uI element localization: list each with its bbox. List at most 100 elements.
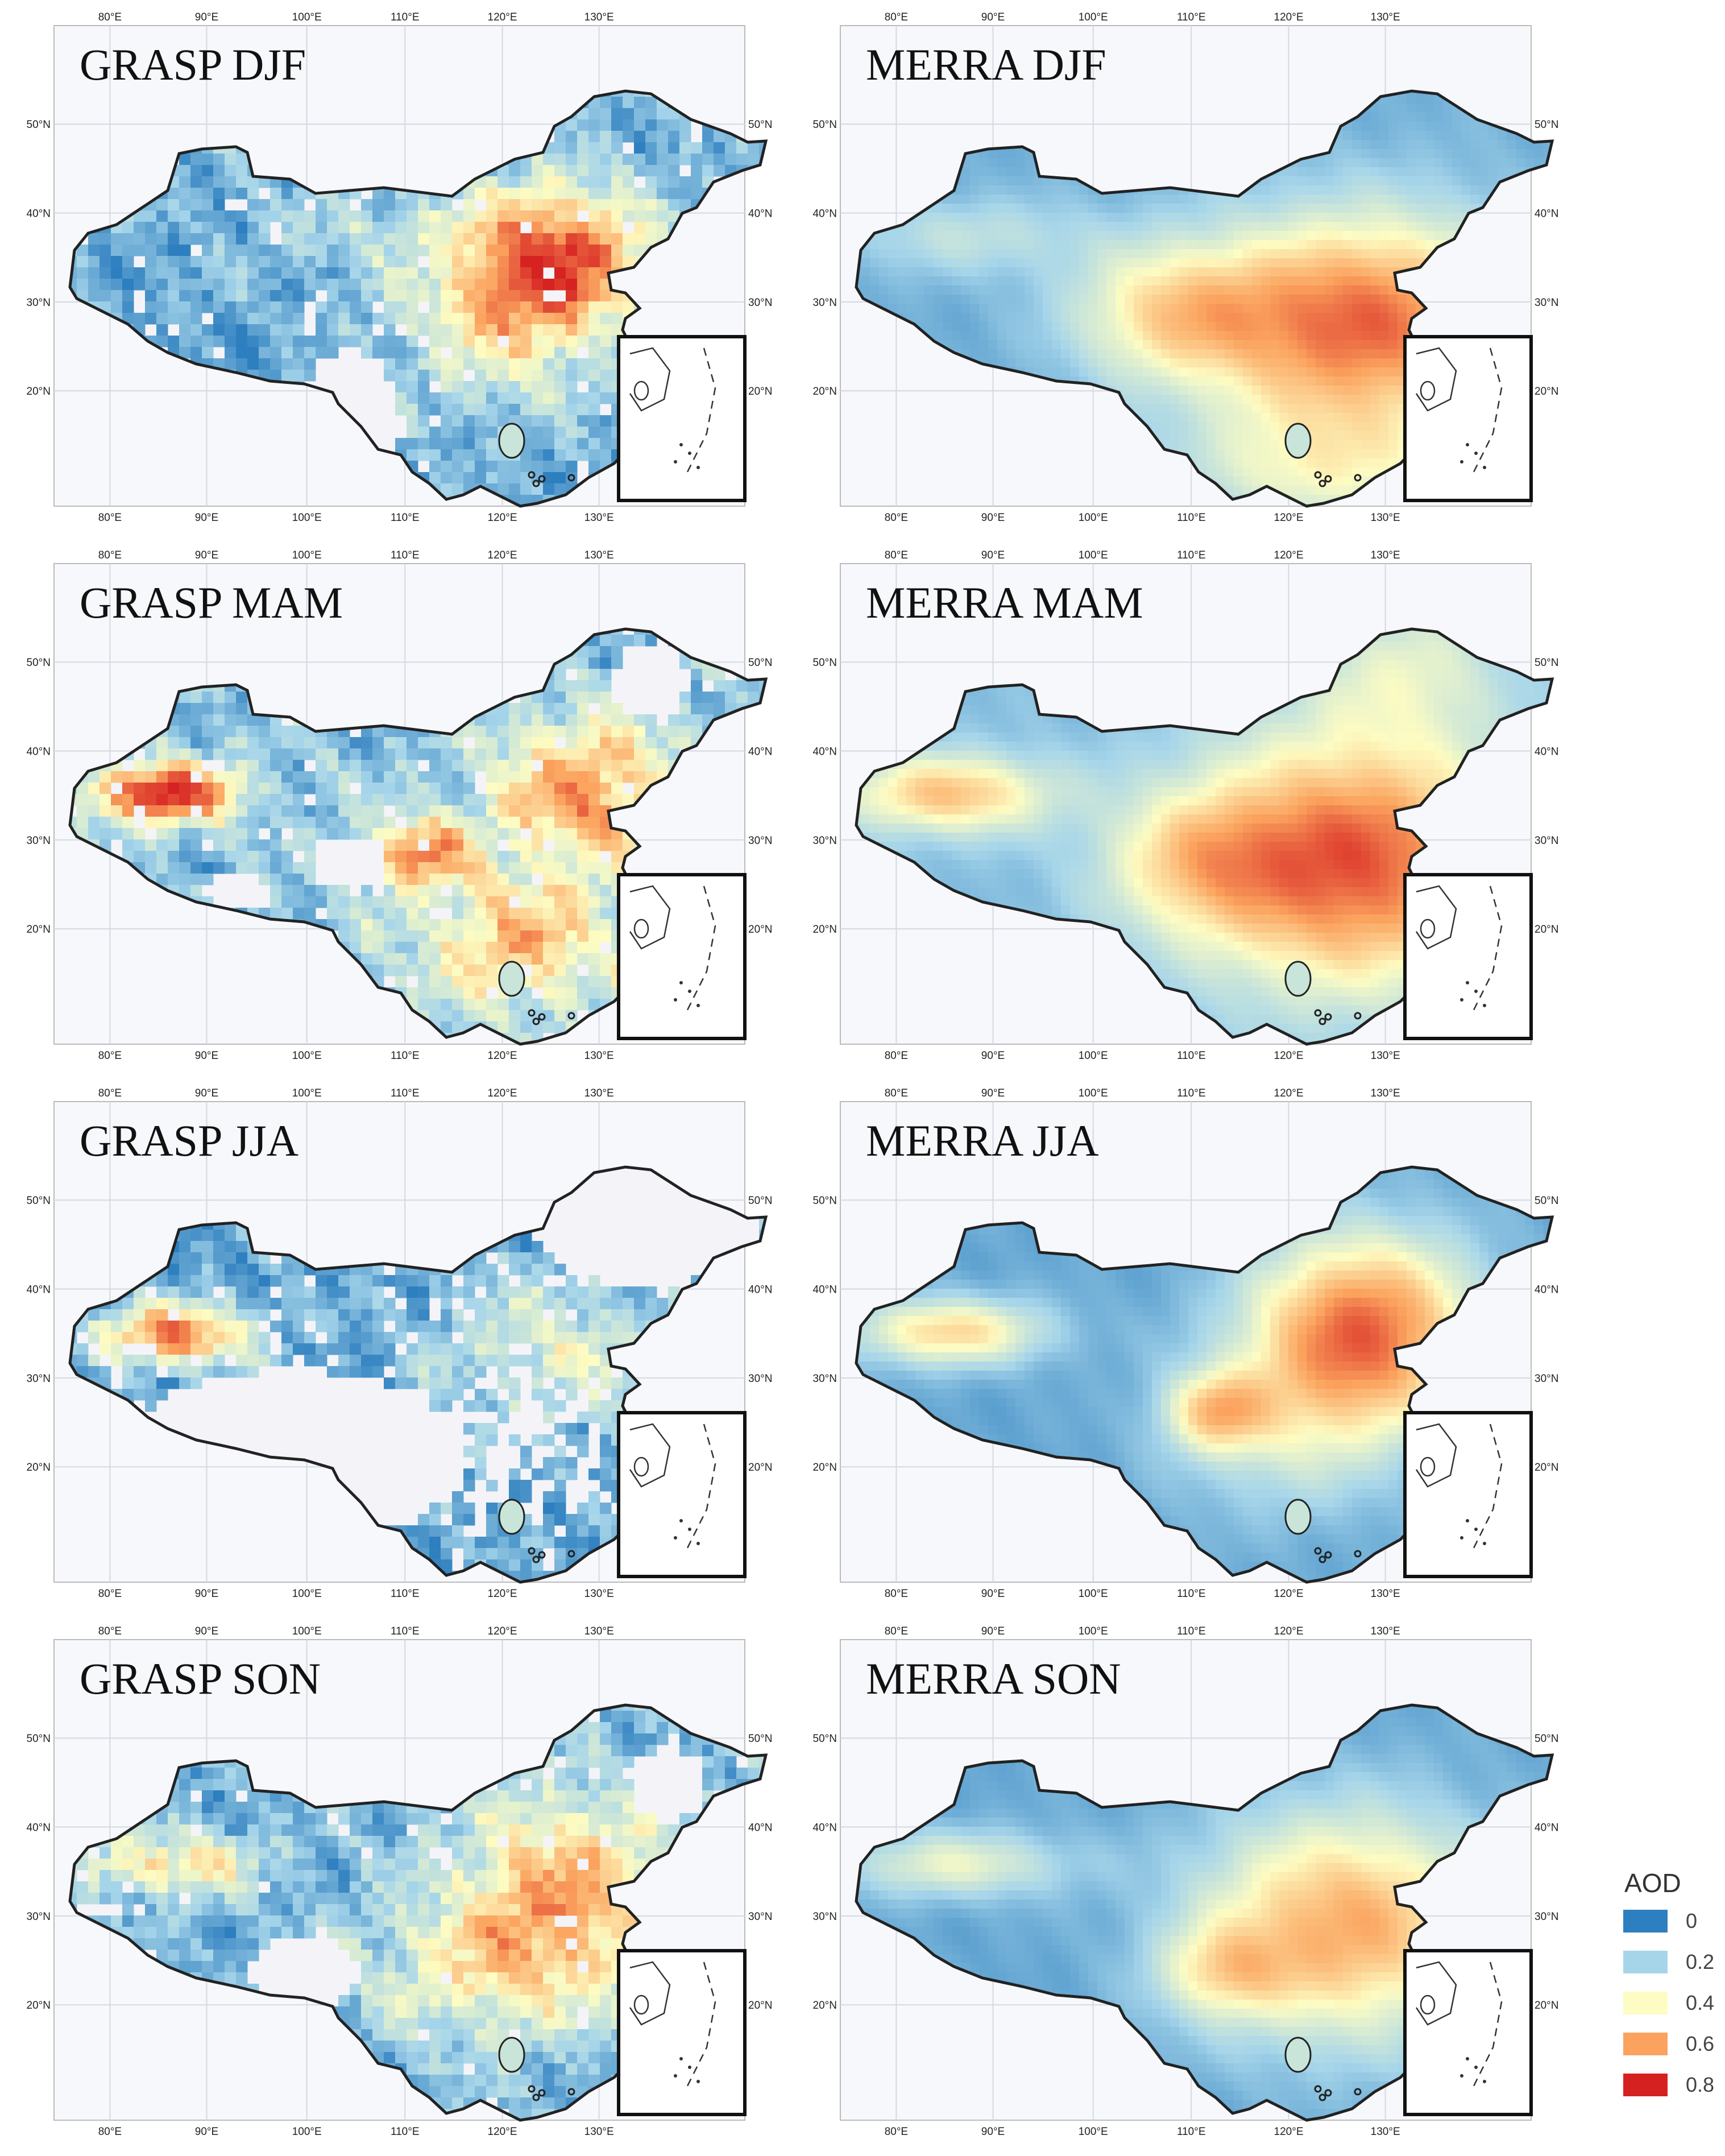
- aod-cell: [611, 199, 623, 211]
- aod-cell: [281, 301, 293, 313]
- aod-cell: [1534, 331, 1544, 341]
- aod-cell: [1252, 258, 1262, 268]
- aod-cell: [441, 461, 453, 473]
- aod-cell: [395, 392, 407, 404]
- aod-cell: [1052, 231, 1061, 241]
- aod-cell: [418, 222, 430, 234]
- aod-cell: [1097, 304, 1107, 313]
- aod-cell: [1252, 295, 1262, 304]
- aod-cell: [1116, 249, 1125, 259]
- aod-cell: [1279, 204, 1289, 213]
- aod-cell: [1034, 176, 1043, 186]
- aod-cell: [1543, 358, 1552, 368]
- aod-cell: [588, 290, 600, 302]
- aod-cell: [1543, 222, 1552, 231]
- aod-cell: [350, 245, 362, 256]
- aod-cell: [979, 304, 989, 313]
- aod-cell: [1225, 195, 1234, 204]
- aod-cell: [577, 176, 589, 188]
- aod-cell: [1052, 313, 1061, 322]
- aod-cell: [1288, 222, 1298, 231]
- aod-cell: [748, 472, 760, 484]
- aod-cell: [879, 285, 889, 295]
- aod-cell: [1288, 358, 1298, 368]
- aod-cell: [1407, 204, 1416, 213]
- aod-cell: [463, 301, 475, 313]
- aod-cell: [1179, 267, 1189, 277]
- aod-cell: [1052, 249, 1061, 259]
- aod-cell: [748, 404, 760, 416]
- aod-cell: [1398, 313, 1407, 322]
- aod-cell: [1343, 358, 1353, 368]
- aod-cell: [1398, 322, 1407, 332]
- aod-cell: [156, 199, 168, 211]
- aod-cell: [588, 108, 600, 120]
- aod-cell: [486, 256, 498, 268]
- aod-cell: [1216, 358, 1225, 368]
- aod-cell: [759, 358, 766, 370]
- aod-cell: [1534, 185, 1544, 195]
- aod-cell: [1525, 149, 1535, 159]
- aod-cell: [497, 483, 509, 495]
- aod-cell: [1015, 149, 1025, 159]
- aod-cell: [1334, 386, 1343, 395]
- aod-cell: [1361, 195, 1371, 204]
- aod-cell: [1379, 349, 1389, 359]
- aod-cell: [1188, 195, 1198, 204]
- aod-cell: [1015, 240, 1025, 250]
- aod-cell: [1243, 195, 1253, 204]
- aod-cell: [970, 313, 980, 322]
- aod-cell: [338, 256, 350, 268]
- aod-cell: [168, 336, 180, 347]
- aod-cell: [1179, 340, 1189, 350]
- aod-cell: [259, 233, 271, 245]
- aod-cell: [1134, 204, 1143, 213]
- aod-cell: [554, 324, 566, 336]
- aod-cell: [1152, 267, 1162, 277]
- aod-cell: [1534, 131, 1544, 140]
- aod-cell: [1261, 395, 1271, 404]
- aod-cell: [1370, 313, 1380, 322]
- aod-cell: [429, 279, 441, 291]
- aod-cell: [350, 324, 362, 336]
- aod-cell: [1161, 295, 1171, 304]
- aod-cell: [418, 199, 430, 211]
- aod-cell: [179, 199, 191, 211]
- aod-cell: [611, 245, 623, 256]
- aod-cell: [304, 336, 316, 347]
- aod-cell: [1216, 404, 1225, 413]
- aod-cell: [934, 313, 943, 322]
- aod-cell: [395, 290, 407, 302]
- aod-cell: [970, 204, 980, 213]
- aod-cell: [623, 210, 635, 222]
- aod-cell: [1006, 267, 1016, 277]
- aod-cell: [281, 370, 293, 382]
- aod-cell: [634, 222, 646, 234]
- aod-cell: [1243, 204, 1253, 213]
- aod-cell: [1143, 213, 1152, 222]
- aod-cell: [1479, 131, 1489, 140]
- aod-cell: [657, 165, 669, 177]
- aod-cell: [1188, 376, 1198, 386]
- aod-cell: [961, 313, 971, 322]
- aod-cell: [961, 167, 971, 177]
- aod-cell: [111, 279, 123, 291]
- aod-cell: [213, 290, 225, 302]
- aod-cell: [1197, 258, 1207, 268]
- aod-cell: [566, 142, 578, 154]
- aod-cell: [1352, 240, 1362, 250]
- aod-cell: [759, 313, 766, 325]
- aod-cell: [906, 222, 916, 231]
- lat-tick-right: 50°N: [1535, 119, 1558, 131]
- aod-cell: [1143, 376, 1152, 386]
- aod-cell: [1343, 349, 1353, 359]
- aod-cell: [1379, 149, 1389, 159]
- aod-cell: [1234, 285, 1243, 295]
- aod-cell: [1125, 195, 1134, 204]
- aod-cell: [1443, 158, 1453, 168]
- aod-cell: [611, 222, 623, 234]
- aod-cell: [327, 222, 339, 234]
- aod-cell: [611, 233, 623, 245]
- aod-cell: [225, 210, 237, 222]
